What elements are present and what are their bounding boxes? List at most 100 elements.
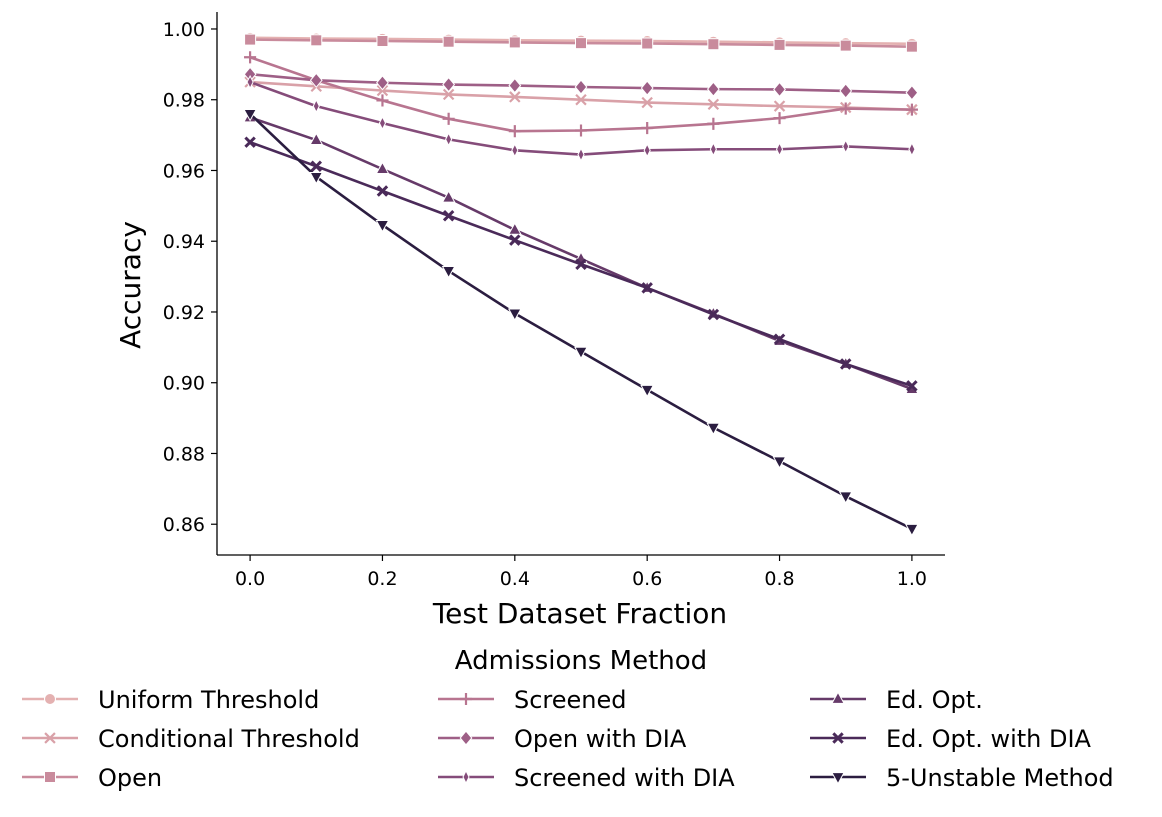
x-tick-label: 0.4 — [500, 568, 530, 590]
data-point — [707, 38, 720, 51]
series-screened — [244, 51, 918, 138]
data-point — [509, 91, 521, 103]
data-point — [906, 380, 918, 392]
data-point — [839, 102, 852, 115]
series-screened-with-dia — [246, 74, 916, 162]
data-point — [445, 132, 453, 147]
data-point — [706, 81, 720, 97]
series-5-unstable-method — [243, 108, 919, 537]
data-point — [574, 124, 588, 137]
legend-label: Conditional Threshold — [98, 725, 360, 753]
data-point — [773, 81, 786, 98]
x-tick-label: 0.2 — [367, 568, 397, 590]
data-point — [641, 96, 653, 109]
y-tick-label: 0.94 — [163, 231, 205, 253]
data-point — [577, 147, 585, 162]
y-tick-label: 0.88 — [163, 443, 205, 465]
data-point — [376, 35, 389, 48]
data-point — [839, 39, 852, 52]
y-tick-label: 0.98 — [163, 90, 205, 112]
data-point — [244, 33, 257, 46]
legend-marker — [459, 692, 473, 706]
y-tick-label: 1.00 — [163, 19, 205, 41]
data-point — [441, 190, 456, 203]
data-point — [376, 94, 389, 107]
data-point — [842, 139, 850, 154]
data-point — [574, 79, 588, 95]
data-point — [309, 132, 324, 145]
data-point — [508, 125, 521, 138]
data-point — [905, 523, 919, 537]
data-point — [376, 84, 389, 97]
data-point — [773, 112, 786, 125]
data-point — [375, 161, 390, 174]
legend-marker — [462, 769, 470, 785]
data-point — [376, 75, 389, 91]
data-point — [908, 142, 916, 157]
data-point — [773, 333, 786, 345]
legend-entry: Open with DIA — [438, 725, 687, 753]
legend-marker — [831, 691, 845, 704]
data-point — [442, 88, 455, 101]
data-point — [773, 100, 786, 112]
legend-entry: Ed. Opt. — [810, 686, 983, 714]
data-point — [508, 77, 522, 94]
y-axis-title: Accuracy — [114, 221, 147, 349]
data-point — [707, 117, 720, 130]
legend-marker — [44, 732, 56, 744]
data-point — [375, 220, 390, 233]
data-point — [905, 40, 918, 53]
legend-entry: Screened with DIA — [438, 764, 735, 792]
data-point — [709, 142, 717, 157]
data-point — [773, 38, 786, 51]
data-point — [707, 308, 720, 321]
legend-label: Open with DIA — [514, 725, 687, 753]
data-point — [310, 160, 323, 172]
data-point — [244, 136, 256, 148]
legend-title: Admissions Method — [455, 646, 707, 676]
y-tick-label: 0.92 — [163, 302, 205, 324]
data-point — [839, 358, 852, 370]
series-layer — [243, 31, 919, 537]
legend-marker — [44, 693, 56, 705]
data-point — [310, 34, 323, 47]
data-point — [442, 35, 455, 48]
data-point — [511, 143, 519, 158]
y-tick-label: 0.96 — [163, 160, 205, 182]
data-point — [508, 36, 521, 49]
legend-marker — [831, 772, 845, 785]
data-point — [905, 85, 919, 101]
legend-label: Screened — [514, 686, 627, 714]
data-point — [376, 185, 389, 197]
data-point — [575, 94, 587, 106]
legend-entry: 5-Unstable Method — [810, 764, 1114, 792]
data-point — [575, 37, 587, 50]
series-open-with-dia — [243, 66, 919, 101]
x-tick-label: 1.0 — [897, 568, 927, 590]
axes: 0.86 0.88 0.90 0.92 0.94 0.96 0.98 1.00 0.0 0.2 0.… — [163, 12, 945, 590]
x-tick-label: 0.0 — [235, 568, 265, 590]
data-point — [312, 98, 320, 114]
data-point — [640, 80, 654, 96]
data-point — [707, 98, 720, 111]
series-line — [249, 112, 913, 530]
legend-entry: Conditional Threshold — [22, 725, 360, 753]
series-open — [244, 33, 918, 53]
y-tick-label: 0.86 — [163, 514, 205, 536]
data-point — [641, 121, 654, 135]
data-point — [309, 72, 323, 88]
data-point — [309, 171, 324, 185]
legend-entry: Uniform Threshold — [22, 686, 319, 714]
legend-marker — [832, 732, 844, 744]
data-point — [507, 308, 522, 322]
legend: Uniform Threshold Conditional Threshold Op… — [22, 686, 1114, 792]
data-point — [507, 222, 522, 235]
data-point — [575, 258, 587, 270]
series-ed-opt-with-dia — [244, 136, 918, 392]
data-point — [643, 143, 651, 158]
data-point — [641, 37, 654, 50]
x-tick-label: 0.6 — [632, 568, 662, 590]
data-point — [441, 266, 456, 279]
data-point — [706, 422, 721, 436]
